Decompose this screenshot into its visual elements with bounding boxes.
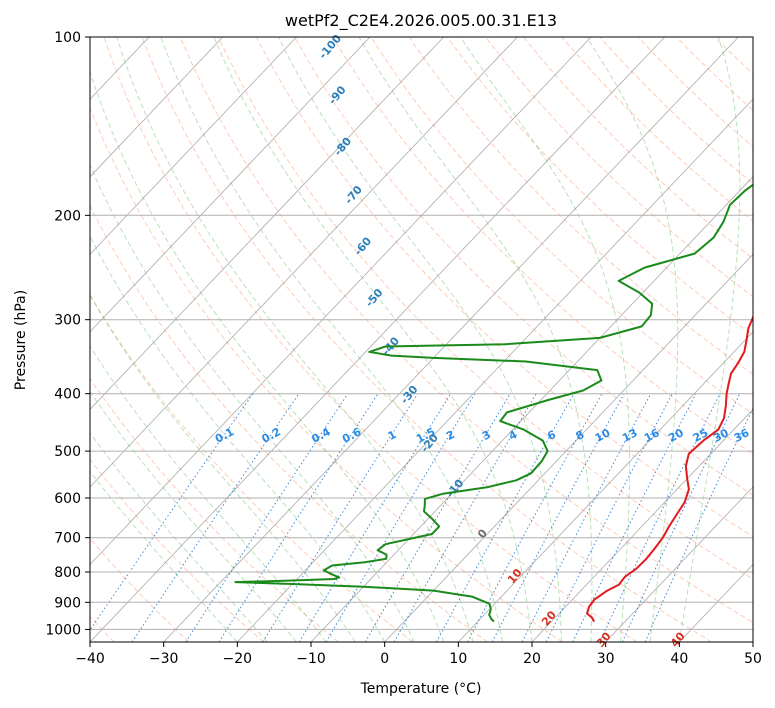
x-tick-label: −30 [149, 651, 179, 667]
temperature-line [586, 314, 753, 623]
moist-adiabat [90, 235, 386, 642]
mixing-ratio-line [364, 393, 511, 642]
x-tick-label: −20 [223, 651, 253, 667]
y-tick-label: 100 [54, 30, 81, 46]
dry-adiabat [332, 37, 753, 455]
moist-adiabat [678, 37, 741, 642]
isotherm [90, 37, 666, 642]
mixing-ratio-line [545, 393, 673, 642]
x-tick-label: −40 [75, 651, 105, 667]
isotherm [605, 486, 753, 642]
mixing-ratio-line [185, 393, 349, 642]
y-tick-label: 600 [54, 491, 81, 507]
y-tick-label: 500 [54, 444, 81, 460]
data-series [234, 183, 753, 623]
mixing-ratio-line [131, 393, 300, 642]
dry-adiabat [256, 37, 753, 538]
y-tick-label: 400 [54, 387, 81, 403]
dry-adiabat [90, 458, 264, 642]
x-tick-label: 30 [597, 651, 615, 667]
moist-adiabat [358, 37, 593, 642]
x-tick-label: 10 [449, 651, 467, 667]
dry-adiabat [370, 37, 753, 415]
isotherm [90, 37, 297, 255]
y-tick-label: 900 [54, 595, 81, 611]
mixing-ratio-line [325, 393, 476, 642]
mixing-ratio-label: 10 [593, 426, 613, 445]
moist-adiabat [160, 37, 503, 642]
isotherm [163, 37, 739, 642]
reference-lines [90, 37, 753, 642]
dry-adiabat [561, 37, 753, 222]
dry-adiabat [637, 37, 753, 148]
mixing-ratio-line [218, 393, 379, 642]
dry-adiabat [217, 37, 753, 580]
dry-adiabat [179, 37, 753, 623]
isotherm [90, 37, 371, 333]
moist-adiabat [90, 470, 238, 642]
y-tick-label: 200 [54, 208, 81, 224]
mixing-ratio-label: 13 [620, 426, 640, 445]
isotherm [90, 37, 224, 178]
moist-adiabat [90, 70, 445, 642]
mixing-ratio-label: 16 [642, 426, 662, 445]
moist-adiabat [90, 345, 327, 642]
x-tick-label: 50 [744, 651, 762, 667]
isotherm [531, 408, 753, 642]
moist-adiabat [277, 37, 562, 642]
moist-adiabat [116, 37, 474, 642]
mixing-ratio-line [621, 393, 741, 642]
x-tick-label: 20 [523, 651, 541, 667]
isotherm [310, 176, 753, 642]
mixing-ratio-line [599, 393, 721, 642]
plot-frame [89, 36, 754, 643]
chart-title: wetPf2_C2E4.2026.005.00.31.E13 [285, 11, 557, 31]
mixing-ratio-line [262, 393, 419, 642]
x-axis-label: Temperature (°C) [360, 681, 482, 697]
dry-adiabat [485, 37, 753, 298]
dewpoint-line [234, 183, 753, 623]
y-tick-label: 700 [54, 531, 81, 547]
mixing-ratio-label: 36 [732, 426, 752, 445]
dry-adiabat [408, 37, 753, 375]
isotherm [90, 37, 518, 488]
x-tick-label: 0 [380, 651, 389, 667]
isotherm [384, 253, 753, 642]
y-tick-label: 1000 [45, 622, 81, 638]
moist-adiabat [586, 37, 679, 642]
mixing-ratio-label: 20 [666, 426, 686, 445]
moist-adiabat [90, 390, 297, 642]
y-axis-label: Pressure (hPa) [13, 290, 29, 390]
dry-adiabat [90, 293, 414, 642]
moist-adiabat [213, 37, 533, 642]
x-tick-label: −10 [296, 651, 326, 667]
mixing-ratio-line [644, 407, 753, 642]
dry-adiabat [599, 37, 753, 185]
moist-adiabat [459, 37, 631, 642]
x-tick-label: 40 [670, 651, 688, 667]
y-axis: 100 200 300 400 500 600 700 800 900 1000 [45, 30, 90, 638]
mixing-ratio-line [393, 393, 537, 642]
moist-adiabat [90, 294, 356, 642]
x-axis: −40 −30 −20 −10 0 10 20 30 40 50 [75, 642, 762, 667]
isotherm [90, 37, 592, 566]
y-tick-label: 300 [54, 313, 81, 329]
dry-adiabat [103, 37, 638, 642]
dry-adiabat [294, 37, 753, 496]
mixing-ratio-line [298, 393, 452, 642]
y-tick-label: 800 [54, 565, 81, 581]
dry-adiabat [90, 537, 190, 642]
isotherm [237, 98, 753, 642]
pressure-gridlines [90, 37, 753, 630]
dry-adiabat [90, 106, 563, 642]
mixing-ratio-line [435, 393, 575, 642]
isotherm [90, 37, 445, 410]
